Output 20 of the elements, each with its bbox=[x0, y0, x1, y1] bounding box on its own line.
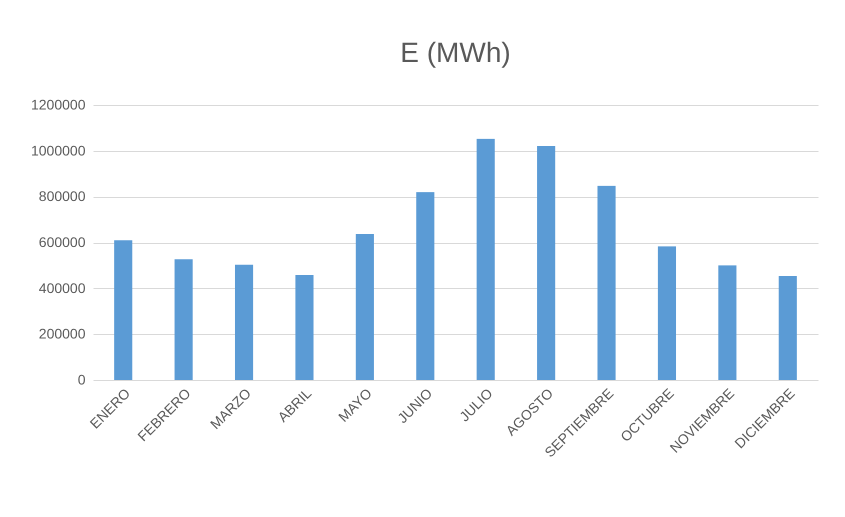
y-tick-label: 0 bbox=[78, 372, 86, 388]
bar bbox=[537, 146, 556, 380]
bar bbox=[114, 240, 132, 380]
y-tick-label: 1000000 bbox=[30, 142, 86, 158]
y-tick-label: 600000 bbox=[38, 234, 86, 250]
bar bbox=[718, 265, 736, 380]
bar bbox=[597, 186, 616, 380]
bar bbox=[416, 192, 434, 380]
bar bbox=[356, 234, 374, 380]
bar bbox=[234, 264, 254, 380]
bar bbox=[778, 276, 797, 380]
bar bbox=[295, 275, 314, 380]
y-tick-label: 200000 bbox=[38, 326, 86, 342]
bar bbox=[476, 138, 495, 380]
y-tick-label: 400000 bbox=[38, 280, 86, 296]
chart-title: E (MWh) bbox=[400, 37, 511, 68]
bar bbox=[174, 259, 193, 380]
y-tick-label: 800000 bbox=[38, 188, 86, 204]
y-tick-label: 1200000 bbox=[30, 96, 86, 112]
bar bbox=[658, 246, 676, 380]
